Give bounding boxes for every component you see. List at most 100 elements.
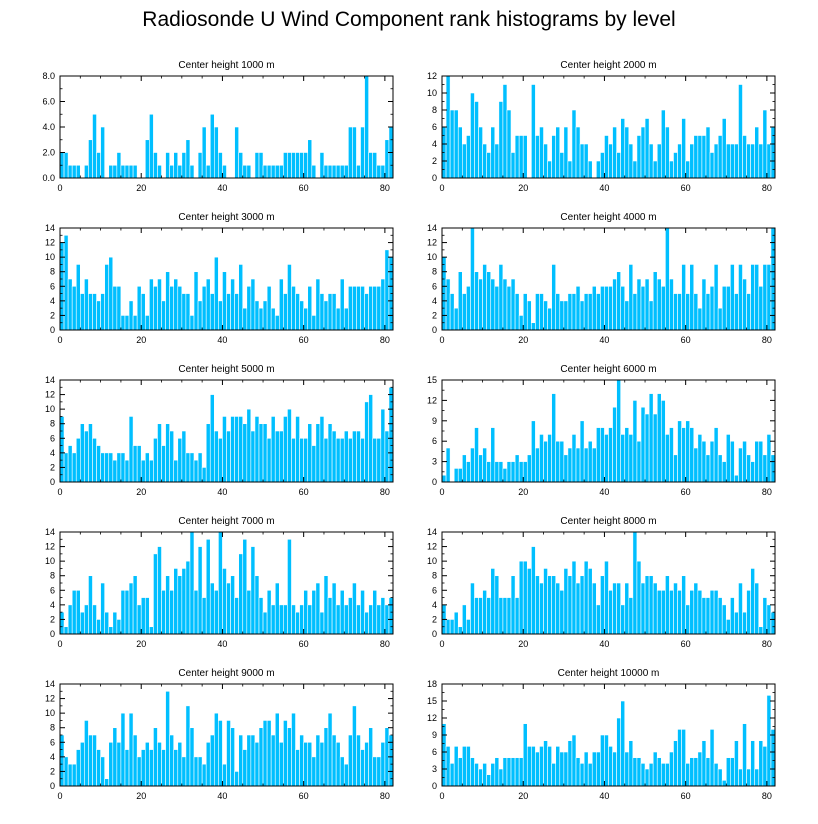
panel-6-bar [652, 413, 658, 483]
panel-5-bar [128, 416, 134, 483]
panel-4-bar [539, 293, 544, 331]
panel-1-frame [59, 75, 394, 179]
panel-10-bar [482, 763, 487, 787]
panel-3-bar [230, 278, 235, 331]
panel-7-bar [380, 597, 386, 635]
panel-8-bar [470, 582, 475, 635]
panel-4-bar [677, 293, 682, 331]
panel-9-ytick-label: 6 [50, 737, 55, 747]
panel-4-bar [693, 293, 699, 331]
panel-8-bar [445, 619, 451, 635]
panel-8-bar [620, 604, 626, 635]
panel-3-ytick-label: 14 [45, 223, 55, 233]
panel-7-bar [242, 538, 248, 635]
panel-8-bar [709, 589, 715, 635]
panel-9-bar [287, 727, 292, 787]
panel-1-bar [108, 164, 114, 179]
panel-3-xtick-label: 20 [136, 335, 146, 345]
panel-8-bar [518, 560, 524, 635]
panel-6-bar [734, 474, 739, 483]
panel-4-bar [701, 278, 707, 331]
panel-8-bar [563, 568, 569, 635]
panel-4-bar [656, 278, 662, 331]
panel-5-bar [266, 437, 272, 483]
panel-8-bar [543, 568, 548, 635]
page-title: Radiosonde U Wind Component rank histogr… [142, 8, 676, 31]
panel-10-bar [669, 751, 674, 787]
panel-9-bar [295, 749, 300, 787]
panel-9-xtick-label: 20 [136, 791, 146, 801]
panel-10-bar [640, 763, 646, 787]
panel-8-bar [632, 531, 638, 635]
panel-6-bar [555, 440, 561, 483]
panel-6-bar [457, 468, 463, 483]
panel-9-bar [250, 734, 256, 787]
panel-3-bar [311, 315, 317, 331]
panel-7-xtick-label: 60 [299, 639, 309, 649]
panel-9-bar [201, 763, 207, 787]
panel-7-bar [71, 589, 77, 635]
panel-6-ytick-label: 3 [432, 457, 437, 467]
panel-1-bar [222, 164, 227, 179]
panel-5-ytick-label: 8 [50, 419, 55, 429]
panel-3-bar [246, 285, 252, 331]
panel-3-bar [132, 315, 138, 331]
panel-3-bar [291, 285, 296, 331]
panel-1-bar [124, 164, 130, 179]
panel-2-bar [660, 109, 666, 179]
panel-9-bar [348, 734, 353, 787]
panel-9-bar [67, 763, 73, 787]
panel-10-xtick-label: 80 [762, 791, 772, 801]
panel-7-bar [181, 568, 187, 635]
panel-2-bar [693, 135, 699, 179]
panel-3-bar [319, 293, 325, 331]
panel-3-ytick-label: 2 [50, 310, 55, 320]
panel-10-ytick-label: 15 [427, 696, 437, 706]
panel-9-bar [303, 741, 309, 787]
panel-9-bar [291, 712, 296, 787]
panel-5-bar [307, 423, 313, 483]
panel-4-bar [616, 271, 621, 331]
panel-10-bar [620, 700, 626, 787]
panel-4-bar [721, 285, 727, 331]
panel-8-xtick-label: 20 [518, 639, 528, 649]
panel-5-bar [124, 459, 130, 483]
panel-3-xtick-label: 0 [57, 335, 62, 345]
panel-4-bar [685, 293, 691, 331]
panel-4-bar [652, 271, 658, 331]
panel-9-bar [327, 712, 333, 787]
panel-3-bar [307, 285, 313, 331]
panel-6-bar [490, 427, 496, 483]
panel-3-bar [218, 300, 223, 331]
panel-5-bar [112, 459, 118, 483]
panel-6-bar [624, 427, 630, 483]
panel-8-bar [526, 568, 532, 635]
panel-3-bar [384, 249, 390, 331]
panel-9-ytick-label: 0 [50, 781, 55, 791]
panel-8-bar [535, 575, 540, 635]
panel-2-bar [746, 143, 751, 179]
panel-1-bar [352, 126, 357, 179]
panel-10-bar [494, 757, 500, 787]
panel-4-bar [571, 293, 577, 331]
panel-5-bar [315, 423, 321, 483]
panel-8-bar [738, 582, 743, 635]
panel-4-ytick-label: 14 [427, 223, 437, 233]
panel-8-bar [656, 589, 662, 635]
panel-5-bar [132, 445, 138, 483]
panel-2-bar [478, 126, 483, 179]
panel-2-bar [681, 118, 686, 179]
panel-1-bar [299, 152, 304, 179]
panel-2-bar [486, 152, 492, 179]
panel-6-xtick-label: 60 [681, 487, 691, 497]
panel-9-bar [274, 712, 280, 787]
panel-6-bar [705, 454, 711, 483]
panel-4-bar [449, 293, 455, 331]
panel-10-bar [466, 746, 471, 787]
panel-5-bar [104, 452, 110, 483]
panel-3-bar [161, 300, 166, 331]
panel-3-bar [339, 278, 345, 331]
panel-4-bar [470, 227, 475, 331]
panel-5-bar [100, 452, 105, 483]
panel-9-bar [132, 734, 138, 787]
